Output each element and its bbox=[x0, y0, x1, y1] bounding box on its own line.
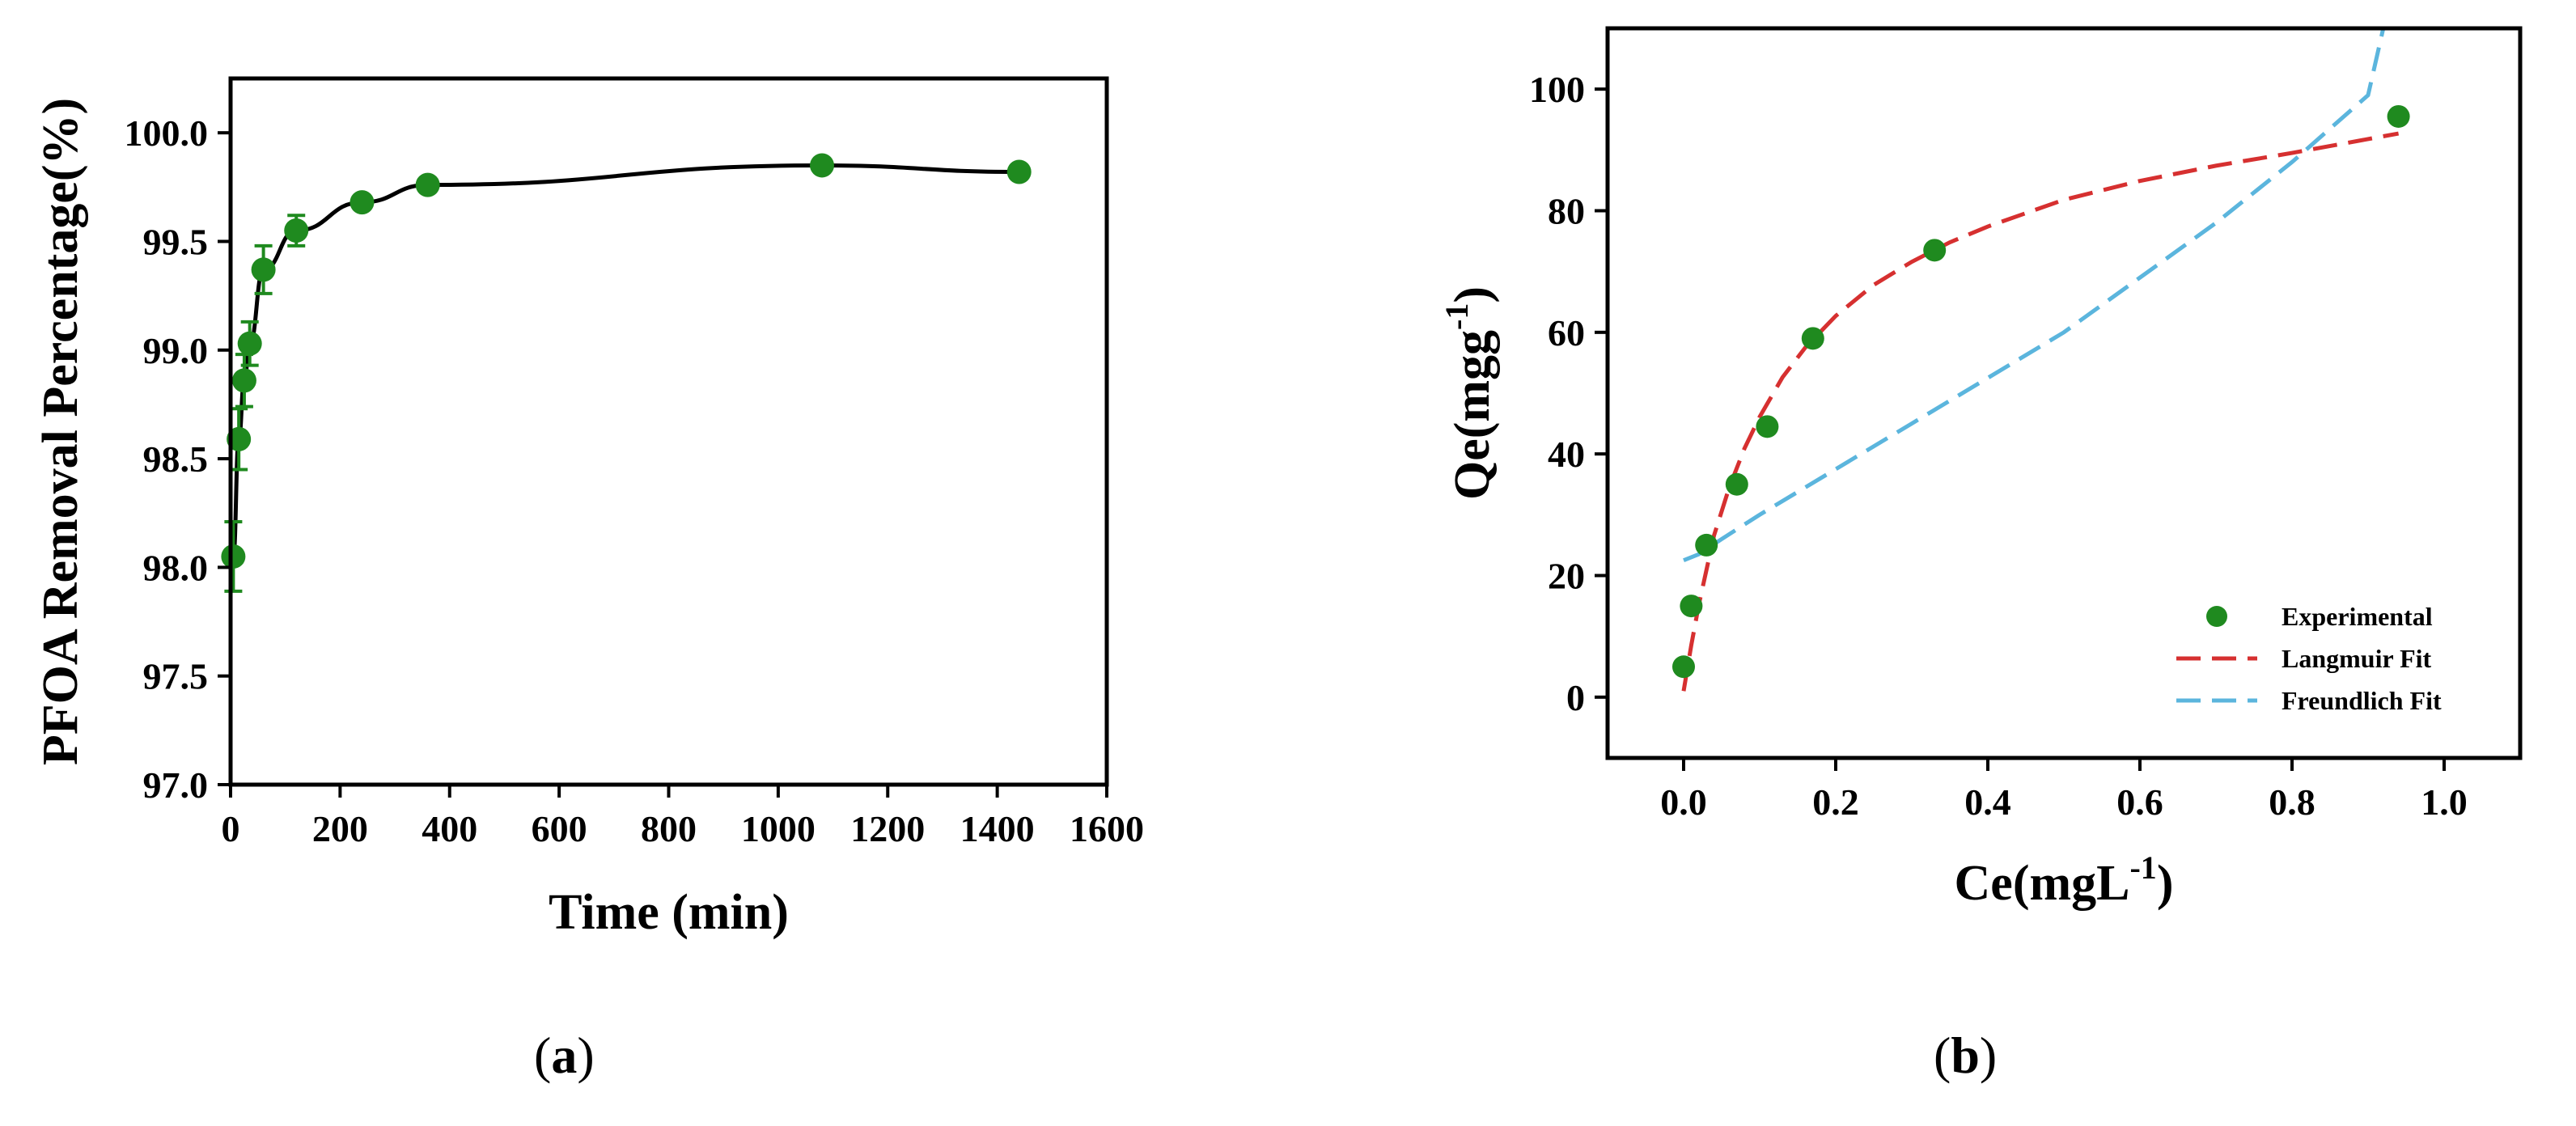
panel-b-x-axis-title-sup: -1 bbox=[2129, 849, 2156, 886]
panel-a-y-axis-title: PFOA Removal Percentage(%) bbox=[33, 98, 88, 765]
panel-a-x-tick-label: 1200 bbox=[850, 808, 925, 849]
panel-b-x-axis-title-main: Ce(mgL bbox=[1955, 856, 2130, 911]
panel-a-plot-frame bbox=[228, 76, 1109, 787]
panel-a-chart: 0 200 400 600 800 1000 1200 1400 1600 97.0 97.5 98.… bbox=[33, 76, 1145, 940]
panel-a-label-letter: a bbox=[551, 1027, 578, 1084]
panel-b-label: (b) bbox=[1934, 1026, 1997, 1086]
panel-a-x-tick-label: 0 bbox=[222, 808, 240, 849]
panel-a-x-tick-label: 1400 bbox=[960, 808, 1035, 849]
panel-b-x-tick-label: 0.4 bbox=[1964, 781, 2011, 823]
panel-b-data-point bbox=[1725, 472, 1748, 496]
panel-b-freundlich-fit-line bbox=[1683, 28, 2386, 563]
panel-a-x-tick-label: 800 bbox=[641, 808, 697, 849]
panel-a-label: (a) bbox=[534, 1026, 595, 1086]
panel-a-x-tick-label: 200 bbox=[312, 808, 368, 849]
panel-a-y-tick-label: 97.0 bbox=[143, 764, 209, 806]
panel-a-x-tick-label: 600 bbox=[532, 808, 587, 849]
panel-b-data-point bbox=[1672, 655, 1695, 679]
panel-b-y-axis-title-sup: -1 bbox=[1438, 303, 1475, 330]
panel-a-y-tick-label: 99.5 bbox=[143, 221, 209, 262]
panel-a-x-tick-label: 1000 bbox=[741, 808, 816, 849]
panel-a-x-axis-title: Time (min) bbox=[549, 885, 789, 940]
panel-b-x-tick-label: 0.8 bbox=[2269, 781, 2315, 823]
panel-b-y-tick-label: 100 bbox=[1529, 69, 1585, 110]
panel-b-y-axis-title-end: ) bbox=[1445, 286, 1500, 303]
panel-a-x-tick-label: 1600 bbox=[1070, 808, 1144, 849]
panel-b-langmuir-fit-line bbox=[1681, 131, 2400, 692]
panel-a-series-line bbox=[231, 163, 1019, 559]
panel-b-legend-label: Langmuir Fit bbox=[2282, 644, 2432, 673]
panel-a-data-point bbox=[810, 153, 835, 178]
panel-a-data-point bbox=[284, 218, 309, 243]
panel-b-y-tick-label: 60 bbox=[1548, 312, 1585, 353]
panel-b-data-point bbox=[1680, 595, 1703, 618]
panel-a-data-point bbox=[1006, 159, 1032, 184]
panel-a-label-open: ( bbox=[534, 1027, 552, 1084]
panel-a-data-point bbox=[350, 190, 375, 215]
panel-a-y-tick-label: 99.0 bbox=[143, 330, 209, 371]
panel-a-marks bbox=[221, 153, 1032, 593]
panel-a-data-point bbox=[237, 331, 262, 356]
panel-b-data-point bbox=[1801, 327, 1824, 350]
panel-b-x-tick-label: 0.0 bbox=[1660, 781, 1707, 823]
panel-b-y-tick-label: 40 bbox=[1548, 434, 1585, 475]
panel-a-y-tick-label: 98.5 bbox=[143, 438, 209, 480]
panel-a-data-point bbox=[221, 544, 246, 569]
panel-b-y-tick-label: 80 bbox=[1548, 191, 1585, 232]
panel-a-ticks: 0 200 400 600 800 1000 1200 1400 1600 97.0 97.5 98.… bbox=[125, 112, 1145, 849]
panel-b-y-axis-title: Qe(mgg-1) bbox=[1438, 286, 1500, 500]
panel-b-legend: Experimental Langmuir Fit Freundlich Fit bbox=[2176, 602, 2442, 715]
panel-a-y-tick-label: 97.5 bbox=[143, 656, 209, 697]
panel-a-x-tick-label: 400 bbox=[422, 808, 477, 849]
panel-b-y-axis-title-main: Qe(mgg bbox=[1445, 330, 1500, 500]
panel-a-data-point bbox=[231, 368, 256, 393]
panel-b-x-tick-label: 0.2 bbox=[1812, 781, 1859, 823]
panel-b-marks bbox=[1672, 28, 2410, 692]
panel-a-data-point bbox=[227, 426, 252, 451]
panel-b-y-tick-label: 20 bbox=[1548, 556, 1585, 597]
panel-b-label-open: ( bbox=[1934, 1027, 1951, 1084]
panel-a-data-point bbox=[415, 172, 440, 197]
panel-b-data-point bbox=[1756, 415, 1779, 438]
panel-a-y-tick-label: 98.0 bbox=[143, 547, 209, 588]
panel-a-data-point bbox=[251, 257, 276, 282]
panel-b-legend-label: Experimental bbox=[2282, 602, 2433, 631]
panel-b-y-tick-label: 0 bbox=[1566, 677, 1585, 718]
panel-b-x-axis-title-end: ) bbox=[2157, 856, 2174, 911]
panel-b-x-tick-label: 1.0 bbox=[2421, 781, 2468, 823]
panel-b-legend-marker bbox=[2206, 606, 2227, 627]
panel-a-y-tick-label: 100.0 bbox=[125, 112, 209, 154]
panel-b-label-close: ) bbox=[1979, 1027, 1998, 1084]
panel-b-legend-label: Freundlich Fit bbox=[2282, 686, 2442, 715]
panel-b-x-tick-label: 0.6 bbox=[2116, 781, 2163, 823]
panel-b-data-point bbox=[1695, 533, 1718, 557]
panel-b-data-point bbox=[2387, 104, 2410, 128]
panel-b-plot-frame bbox=[1605, 26, 2523, 760]
panel-b-data-point bbox=[1923, 239, 1947, 262]
panel-b-label-letter: b bbox=[1951, 1027, 1980, 1084]
panel-a-label-close: ) bbox=[577, 1027, 595, 1084]
panel-b-ticks: 0.0 0.2 0.4 0.6 0.8 1.0 0 20 40 60 80 100 bbox=[1529, 69, 2468, 823]
panel-b-x-axis-title: Ce(mgL-1) bbox=[1955, 849, 2174, 911]
